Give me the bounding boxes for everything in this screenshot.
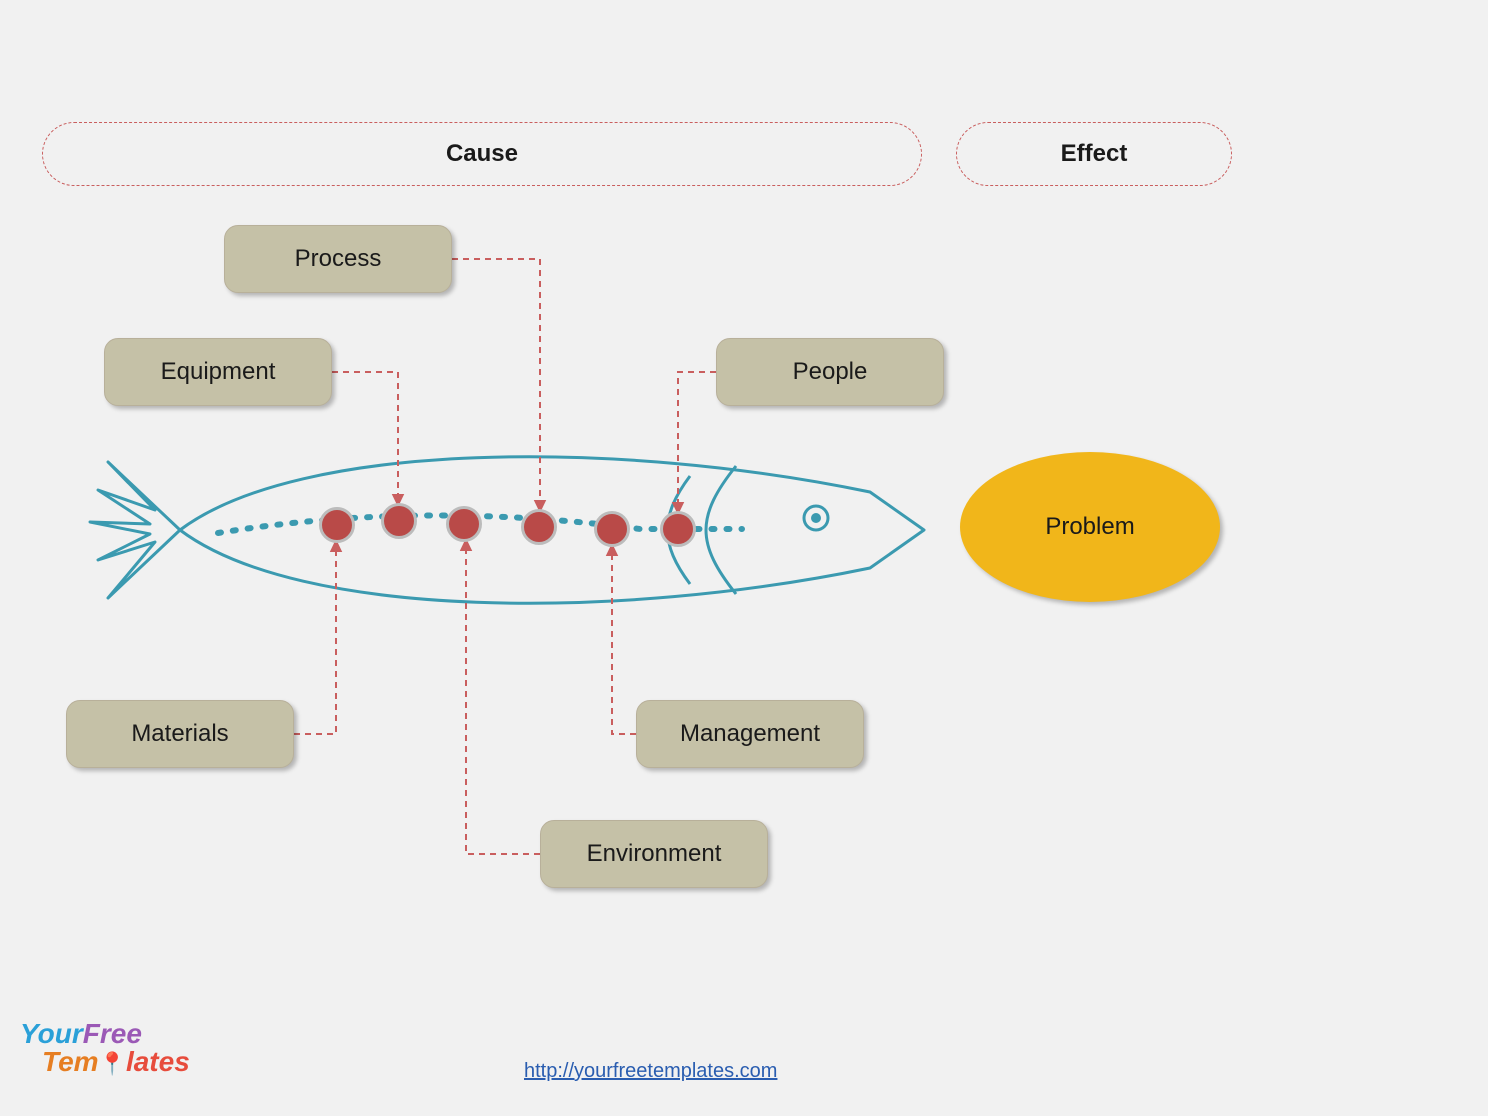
cause-box-label: Environment bbox=[587, 840, 722, 868]
cause-box-management: Management bbox=[636, 700, 864, 768]
cause-box-materials: Materials bbox=[66, 700, 294, 768]
cause-box-label: Equipment bbox=[161, 358, 276, 386]
logo-part: Free bbox=[83, 1018, 142, 1049]
logo-part: Tem bbox=[42, 1046, 99, 1077]
problem-ellipse: Problem bbox=[960, 452, 1220, 602]
spine-node-n3 bbox=[446, 506, 482, 542]
spine-node-n4 bbox=[521, 509, 557, 545]
cause-box-people: People bbox=[716, 338, 944, 406]
spine-node-n6 bbox=[660, 511, 696, 547]
cause-box-environment: Environment bbox=[540, 820, 768, 888]
header-effect-label: Effect bbox=[1061, 140, 1128, 168]
cause-box-label: Process bbox=[295, 245, 382, 273]
logo-pin-icon: 📍 bbox=[99, 1051, 126, 1076]
problem-label: Problem bbox=[1045, 513, 1134, 541]
spine-node-n2 bbox=[381, 503, 417, 539]
cause-box-label: People bbox=[793, 358, 868, 386]
cause-box-label: Materials bbox=[131, 720, 228, 748]
logo-part: lates bbox=[126, 1046, 190, 1077]
header-effect: Effect bbox=[956, 122, 1232, 186]
cause-box-label: Management bbox=[680, 720, 820, 748]
footer-link[interactable]: http://yourfreetemplates.com bbox=[524, 1060, 777, 1083]
spine-node-n5 bbox=[594, 511, 630, 547]
footer-logo: YourFreeTem📍lates bbox=[20, 1020, 190, 1076]
fish-shape bbox=[90, 457, 924, 603]
cause-box-equipment: Equipment bbox=[104, 338, 332, 406]
logo-part: Your bbox=[20, 1018, 83, 1049]
cause-box-process: Process bbox=[224, 225, 452, 293]
spine-node-n1 bbox=[319, 507, 355, 543]
header-cause: Cause bbox=[42, 122, 922, 186]
header-cause-label: Cause bbox=[446, 140, 518, 168]
